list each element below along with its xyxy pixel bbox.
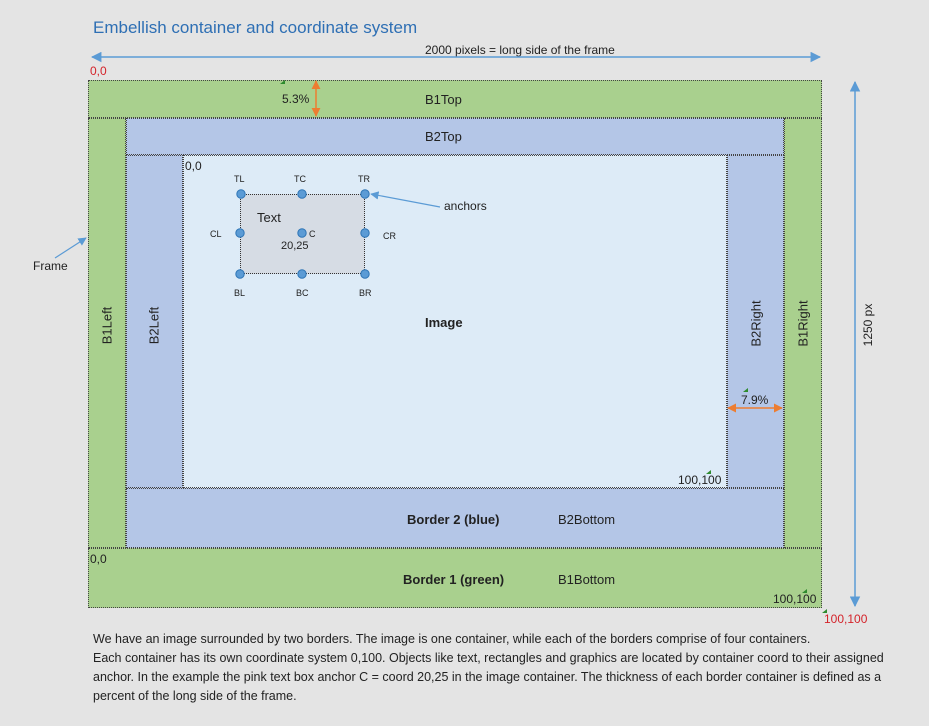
anchor-label-tl: TL [234,174,245,184]
textbox-text: Text [257,210,281,225]
border2-label: Border 2 (blue) [407,512,500,527]
paragraph-line-1: We have an image surrounded by two borde… [93,632,811,646]
end-frame-outer: 100,100 [824,612,868,626]
corner-tick-frame-inner [802,589,807,593]
anchor-tc [297,189,307,199]
anchor-label-c: C [309,229,316,239]
b2bottom-label: B2Bottom [558,512,616,527]
anchor-label-cr: CR [383,231,396,241]
description-paragraph: We have an image surrounded by two borde… [93,630,913,706]
paragraph-line-2: Each container has its own coordinate sy… [93,651,884,703]
b1bottom-label: B1Bottom [558,572,616,587]
textbox-coord: 20,25 [281,240,309,252]
anchor-tl [236,189,246,199]
anchor-br [360,269,370,279]
pct-top-label: 5.3% [282,92,310,106]
anchors-label: anchors [444,199,487,213]
b1-right [784,118,822,548]
b2-bottom [126,488,784,548]
frame-label: Frame [33,259,68,273]
anchor-label-cl: CL [210,229,222,239]
anchor-label-tc: TC [294,174,306,184]
anchor-cl [235,228,245,238]
b1-bottom [88,548,822,608]
b1-top [88,80,822,118]
corner-tick-frame-outer [822,609,827,613]
anchor-bc [297,269,307,279]
anchor-label-bc: BC [296,288,309,298]
b2-top [126,118,784,155]
origin-image: 0,0 [185,159,202,173]
frame-pointer-arrow [54,237,87,259]
border1-label: Border 1 (green) [403,572,505,587]
corner-tick-top [280,80,285,84]
b1top-label: B1Top [425,92,462,107]
origin-frame: 0,0 [90,64,107,78]
b2-right [727,155,784,488]
anchor-cr [360,228,370,238]
b1-left [88,118,126,548]
end-frame-inner: 100,100 [773,592,817,606]
b2-left [126,155,183,488]
anchor-tr [360,189,370,199]
diagram-title: Embellish container and coordinate syste… [93,18,418,37]
anchor-label-tr: TR [358,174,370,184]
corner-tick-right [743,388,748,392]
corner-tick-image-end [706,470,711,474]
end-image: 100,100 [678,473,722,487]
anchor-bl [235,269,245,279]
b2top-label: B2Top [425,129,462,144]
anchor-c [297,228,307,238]
anchor-label-bl: BL [234,288,246,298]
image-label: Image [425,315,463,330]
origin-bottom: 0,0 [90,552,107,566]
anchors-pointer-arrow [370,191,441,208]
anchor-label-br: BR [359,288,372,298]
